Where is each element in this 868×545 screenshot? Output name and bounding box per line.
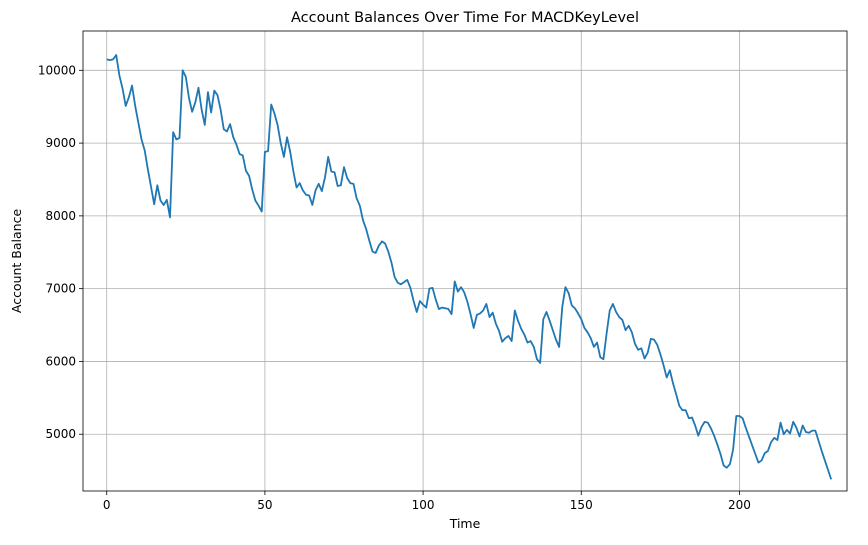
y-axis-label: Account Balance [9,209,24,314]
y-tick-label: 7000 [45,282,76,296]
y-tick-label: 8000 [45,209,76,223]
series-group [106,54,833,480]
x-tick-label: 200 [728,498,751,512]
x-axis-label: Time [449,516,481,531]
grid-lines [83,31,847,491]
series-line [106,54,833,480]
x-tick-label: 50 [257,498,272,512]
x-axis-ticks: 0 50 100 150 200 [103,491,751,512]
y-axis-ticks: 5000 6000 7000 8000 9000 10000 [38,63,83,441]
y-tick-label: 9000 [45,136,76,150]
x-tick-label: 100 [412,498,435,512]
y-tick-label: 5000 [45,427,76,441]
chart-title: Account Balances Over Time For MACDKeyLe… [291,10,639,26]
plot-frame [82,30,848,492]
y-tick-label: 6000 [45,354,76,368]
x-tick-label: 150 [570,498,593,512]
y-tick-label: 10000 [38,63,76,77]
x-tick-label: 0 [103,498,111,512]
